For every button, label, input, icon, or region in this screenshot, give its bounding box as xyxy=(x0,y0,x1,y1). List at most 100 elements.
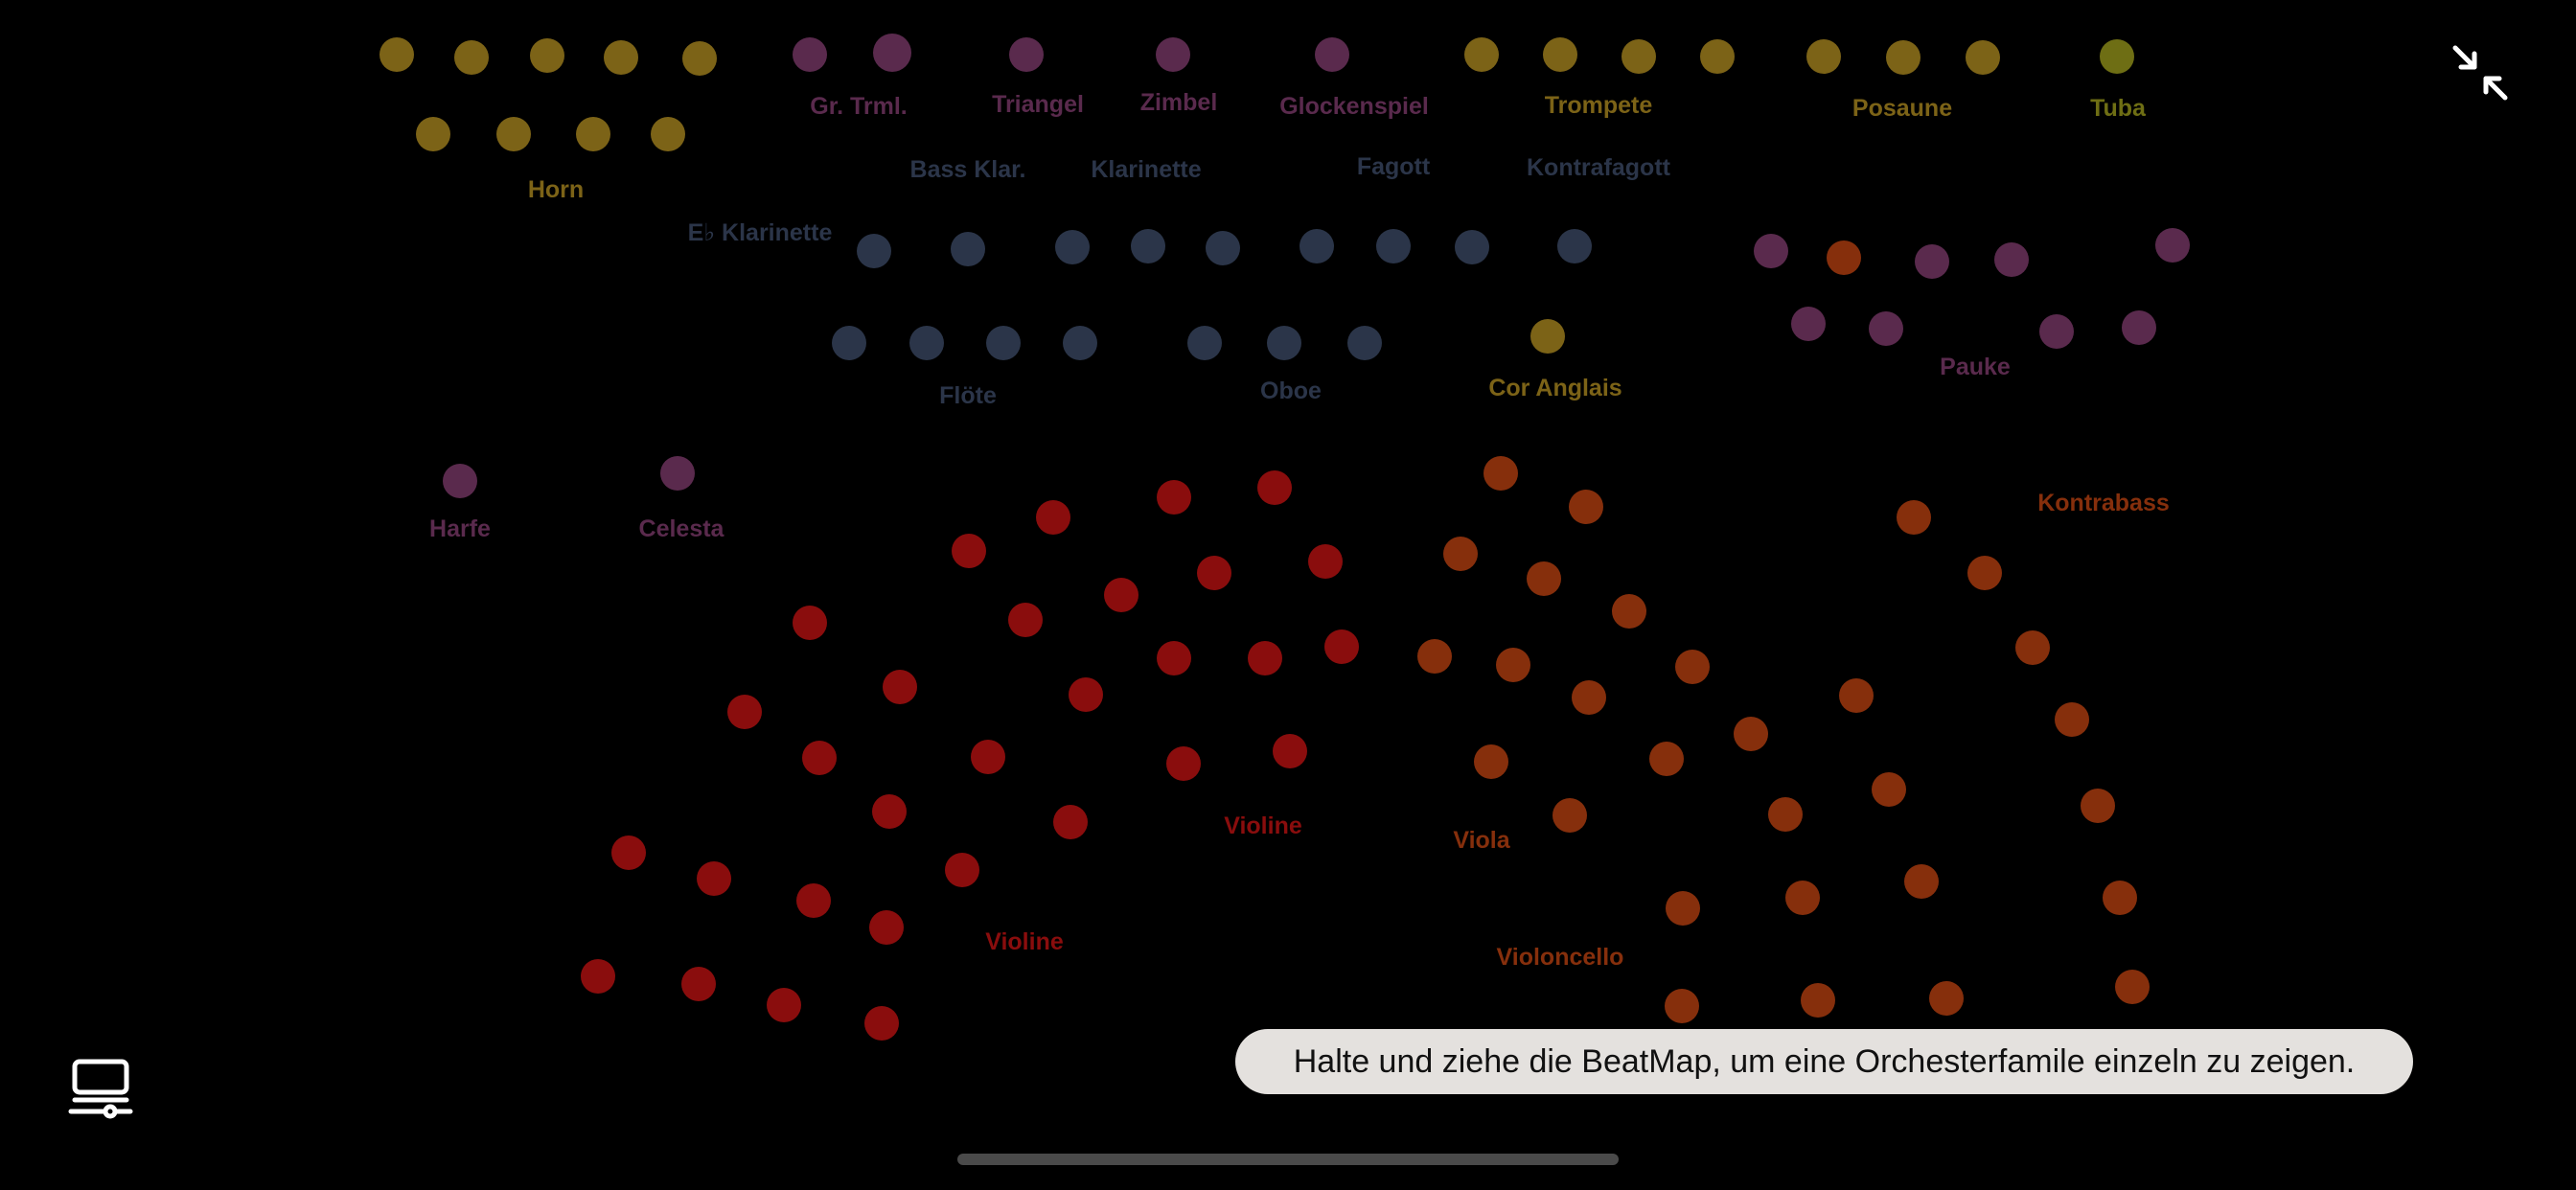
instrument-dot[interactable] xyxy=(454,40,489,75)
instrument-dot[interactable] xyxy=(1557,229,1592,263)
instrument-dot[interactable] xyxy=(496,117,531,151)
instrument-dot[interactable] xyxy=(1994,242,2029,277)
instrument-group-klarinetten[interactable] xyxy=(857,229,1592,268)
instrument-dot[interactable] xyxy=(1417,639,1452,674)
instrument-dot[interactable] xyxy=(1157,480,1191,515)
instrument-dot[interactable] xyxy=(1801,983,1835,1018)
instrument-dot[interactable] xyxy=(2081,789,2115,823)
instrument-dot[interactable] xyxy=(2122,310,2156,345)
instrument-dot[interactable] xyxy=(2015,630,2050,665)
instrument-dot[interactable] xyxy=(1569,490,1603,524)
instrument-dot[interactable] xyxy=(1872,772,1906,807)
instrument-dot[interactable] xyxy=(1675,650,1710,684)
instrument-dot[interactable] xyxy=(1929,981,1964,1016)
instrument-dot[interactable] xyxy=(611,835,646,870)
instrument-dot[interactable] xyxy=(1273,734,1307,768)
instrument-dot[interactable] xyxy=(576,117,610,151)
instrument-dot[interactable] xyxy=(1131,229,1165,263)
instrument-dot[interactable] xyxy=(1806,39,1841,74)
instrument-dot[interactable] xyxy=(1069,677,1103,712)
instrument-dot[interactable] xyxy=(1827,240,1861,275)
instrument-dot[interactable] xyxy=(832,326,866,360)
instrument-group-glockenspiel[interactable] xyxy=(1315,37,1349,72)
instrument-dot[interactable] xyxy=(1443,537,1478,571)
instrument-group-gr-trml[interactable] xyxy=(793,37,827,72)
instrument-dot[interactable] xyxy=(802,741,837,775)
instrument-dot[interactable] xyxy=(1055,230,1090,264)
instrument-dot[interactable] xyxy=(1665,989,1699,1023)
instrument-dot[interactable] xyxy=(1966,40,2000,75)
instrument-dot[interactable] xyxy=(1455,230,1489,264)
instrument-dot[interactable] xyxy=(1915,244,1949,279)
instrument-group-pauke[interactable] xyxy=(1754,228,2190,349)
instrument-dot[interactable] xyxy=(1700,39,1735,74)
instrument-dot[interactable] xyxy=(1308,544,1343,579)
instrument-dot[interactable] xyxy=(1187,326,1222,360)
instrument-dot[interactable] xyxy=(1622,39,1656,74)
instrument-dot[interactable] xyxy=(1754,234,1788,268)
instrument-dot[interactable] xyxy=(1527,561,1561,596)
instrument-dot[interactable] xyxy=(1897,500,1931,535)
instrument-group-gr-trml-large[interactable] xyxy=(873,34,911,72)
instrument-dot[interactable] xyxy=(971,740,1005,774)
instrument-dot[interactable] xyxy=(986,326,1021,360)
instrument-dot[interactable] xyxy=(1666,891,1700,926)
instrument-dot[interactable] xyxy=(727,695,762,729)
instrument-dot[interactable] xyxy=(697,861,731,896)
instrument-dot[interactable] xyxy=(682,41,717,76)
instrument-dot[interactable] xyxy=(1839,678,1874,713)
instrument-dot[interactable] xyxy=(857,234,891,268)
instrument-group-triangel[interactable] xyxy=(1009,37,1044,72)
instrument-dot[interactable] xyxy=(883,670,917,704)
instrument-dot[interactable] xyxy=(581,959,615,994)
instrument-dot[interactable] xyxy=(1009,37,1044,72)
instrument-dot[interactable] xyxy=(1036,500,1070,535)
instrument-dot[interactable] xyxy=(1791,307,1826,341)
instrument-dot[interactable] xyxy=(1886,40,1920,75)
instrument-dot[interactable] xyxy=(1612,594,1646,629)
instrument-group-zimbel[interactable] xyxy=(1156,37,1190,72)
instrument-dot[interactable] xyxy=(951,232,985,266)
instrument-dot[interactable] xyxy=(1904,864,1939,899)
instrument-dot[interactable] xyxy=(1869,311,1903,346)
instrument-dot[interactable] xyxy=(416,117,450,151)
instrument-dot[interactable] xyxy=(380,37,414,72)
instrument-dot[interactable] xyxy=(1530,319,1565,354)
instrument-group-cor-anglais[interactable] xyxy=(1530,319,1565,354)
instrument-dot[interactable] xyxy=(1157,641,1191,675)
instrument-dot[interactable] xyxy=(1197,556,1231,590)
instrument-dot[interactable] xyxy=(1572,680,1606,715)
instrument-dot[interactable] xyxy=(796,883,831,918)
instrument-group-horn[interactable] xyxy=(380,37,717,151)
instrument-dot[interactable] xyxy=(767,988,801,1022)
instrument-dot[interactable] xyxy=(869,910,904,945)
instrument-dot[interactable] xyxy=(952,534,986,568)
instrument-dot[interactable] xyxy=(1206,231,1240,265)
instrument-dot[interactable] xyxy=(1166,746,1201,781)
instrument-dot[interactable] xyxy=(530,38,564,73)
instrument-dot[interactable] xyxy=(1464,37,1499,72)
instrument-dot[interactable] xyxy=(1347,326,1382,360)
instrument-group-celesta[interactable] xyxy=(660,456,695,491)
instrument-dot[interactable] xyxy=(1734,717,1768,751)
instrument-dot[interactable] xyxy=(1053,805,1088,839)
instrument-dot[interactable] xyxy=(1552,798,1587,833)
instrument-dot[interactable] xyxy=(2100,39,2134,74)
instrument-dot[interactable] xyxy=(1484,456,1518,491)
instrument-dot[interactable] xyxy=(793,606,827,640)
instrument-group-trompete[interactable] xyxy=(1464,37,1735,74)
instrument-dot[interactable] xyxy=(1248,641,1282,675)
instrument-dot[interactable] xyxy=(909,326,944,360)
instrument-dot[interactable] xyxy=(1496,648,1530,682)
instrument-dot[interactable] xyxy=(1324,629,1359,664)
view-mode-button[interactable] xyxy=(67,1054,134,1121)
instrument-dot[interactable] xyxy=(651,117,685,151)
instrument-dot[interactable] xyxy=(660,456,695,491)
instrument-dot[interactable] xyxy=(1768,797,1803,832)
instrument-group-floete-oboe[interactable] xyxy=(832,326,1382,360)
instrument-dot[interactable] xyxy=(945,853,979,887)
instrument-dot[interactable] xyxy=(1785,881,1820,915)
instrument-group-viola-cello-bass[interactable] xyxy=(1417,240,2150,1023)
home-indicator[interactable] xyxy=(957,1154,1619,1165)
